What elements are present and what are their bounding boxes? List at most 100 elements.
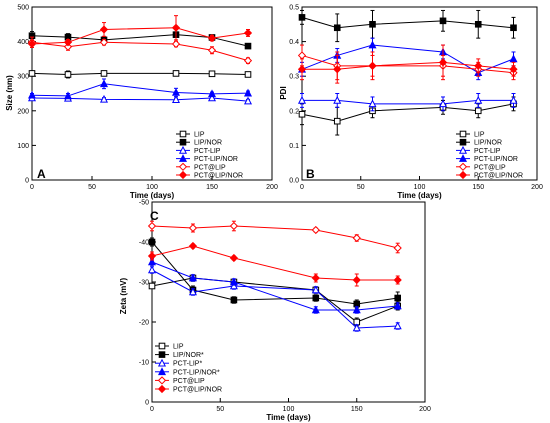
data-point	[509, 54, 518, 63]
data-point	[352, 233, 361, 243]
data-point	[312, 294, 320, 302]
legend-label: PCT-LIP*	[173, 361, 202, 368]
data-point	[64, 71, 72, 78]
legend-label: PCT-LIP	[194, 148, 221, 155]
legend-label: PCT@LIP/NOR	[173, 387, 222, 394]
data-point	[243, 28, 253, 38]
series-line	[151, 225, 398, 249]
legend-label: PCT@LIP/NOR	[194, 173, 243, 180]
series-line	[31, 27, 249, 45]
data-point	[100, 70, 108, 77]
data-point	[188, 273, 197, 282]
legend-marker	[179, 138, 187, 146]
y-axis-label: Zeta (mV)	[119, 277, 128, 314]
y-tick-label: 0.4	[289, 39, 299, 46]
y-tick-label: 0	[25, 178, 29, 185]
data-point	[474, 107, 482, 115]
series-line	[31, 83, 249, 97]
data-point	[297, 65, 307, 74]
data-point	[297, 95, 307, 104]
x-axis-label: Time (days)	[130, 191, 175, 200]
data-point	[147, 257, 157, 266]
series-line	[151, 277, 398, 323]
legend-label: LIP/NOR*	[173, 352, 204, 359]
data-point	[148, 282, 156, 290]
data-point	[28, 70, 36, 77]
data-point	[393, 301, 402, 310]
x-axis-label: Time (days)	[397, 191, 442, 200]
x-tick-label: 50	[216, 406, 224, 413]
data-point	[99, 94, 109, 103]
series-pct-lip	[297, 93, 518, 112]
x-tick-label: 200	[419, 406, 431, 413]
data-point	[509, 65, 518, 74]
data-point	[474, 95, 483, 104]
x-tick-label: 50	[88, 184, 96, 191]
series-line	[302, 99, 514, 105]
series-line	[151, 245, 398, 281]
x-tick-label: 200	[531, 184, 543, 191]
series-pct-lip-nor	[147, 241, 402, 287]
panel-c: 0 50 100 150 200 0 -10 -20 -30 -40 -50 Time (days) Z…	[119, 200, 431, 423]
legend-marker	[178, 145, 188, 154]
x-tick-label: 100	[146, 184, 158, 191]
y-tick-label: -10	[139, 360, 149, 367]
x-tick-label: 150	[472, 184, 484, 191]
data-point	[333, 65, 342, 74]
data-point	[171, 87, 181, 96]
series-line	[301, 44, 514, 74]
series-pct-lip-nor	[27, 78, 253, 100]
data-point	[147, 221, 157, 231]
data-point	[311, 285, 320, 294]
panel-label: C	[150, 209, 159, 223]
panel-b: 0 50 100 150 200 0.0 0.1 0.2 0.3 0.4 0.5 Time (days…	[279, 5, 543, 201]
series-pct-lip	[147, 265, 402, 332]
legend-marker	[157, 376, 167, 385]
panel-label: B	[306, 167, 315, 181]
legend-label: PCT-LIP/NOR	[474, 156, 518, 163]
y-tick-label: -20	[139, 320, 149, 327]
series-lip-nor	[298, 9, 517, 43]
data-point	[243, 88, 253, 97]
data-point	[474, 21, 482, 28]
data-point	[207, 93, 217, 102]
legend-marker	[179, 130, 187, 138]
data-point	[333, 24, 341, 32]
data-point	[243, 96, 253, 105]
series-line	[301, 54, 514, 74]
data-point	[393, 321, 402, 330]
series-line	[151, 269, 398, 329]
data-point	[394, 294, 401, 302]
data-point	[171, 39, 181, 49]
x-axis-label: Time (days)	[266, 413, 311, 422]
series-lip	[298, 96, 517, 136]
series-pct-lip-nor	[297, 37, 518, 81]
legend-marker	[459, 130, 467, 138]
panel-label: A	[37, 167, 46, 181]
data-point	[311, 225, 320, 235]
series-line	[31, 72, 249, 75]
legend-label: PCT@LIP	[194, 164, 226, 171]
legend-label: LIP/NOR	[474, 140, 502, 147]
x-tick-label: 150	[351, 406, 363, 413]
legend-marker	[458, 154, 468, 162]
data-point	[368, 61, 377, 70]
series-line	[302, 61, 514, 70]
y-axis-label: PDI	[279, 86, 288, 99]
data-point	[368, 40, 377, 49]
x-tick-label: 0	[150, 406, 154, 413]
legend-marker	[157, 358, 167, 367]
series-pct-lip	[297, 44, 518, 81]
data-point	[207, 34, 217, 43]
data-point	[63, 91, 73, 100]
series-pct-lip-nor	[27, 15, 253, 49]
y-tick-label: 0.1	[289, 143, 299, 150]
data-point	[147, 251, 157, 261]
data-point	[352, 323, 361, 332]
series-lip-nor	[148, 237, 401, 309]
data-point	[171, 23, 181, 32]
legend-marker	[458, 162, 468, 171]
data-point	[439, 17, 447, 25]
data-point	[244, 71, 252, 78]
legend-label: LIP	[194, 132, 205, 139]
